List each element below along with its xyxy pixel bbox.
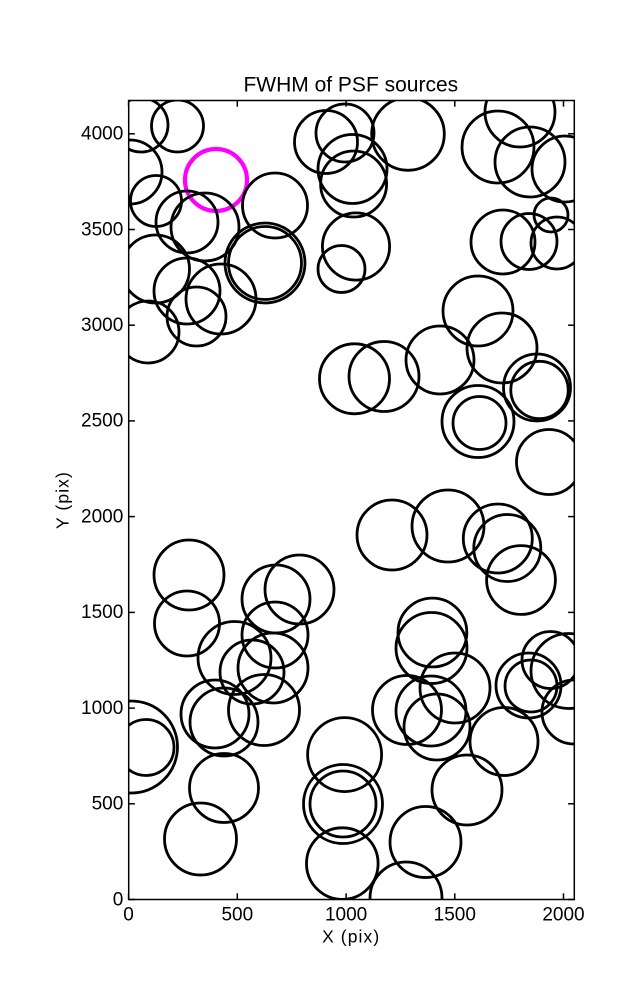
svg-text:2500: 2500 <box>81 411 123 432</box>
svg-text:1500: 1500 <box>434 905 476 926</box>
svg-text:0: 0 <box>113 889 124 910</box>
svg-text:2000: 2000 <box>81 506 123 527</box>
svg-text:X (pix): X (pix) <box>322 926 380 946</box>
svg-text:1000: 1000 <box>81 698 123 719</box>
svg-text:2000: 2000 <box>542 905 584 926</box>
svg-text:FWHM of PSF sources: FWHM of PSF sources <box>243 74 458 97</box>
svg-text:4000: 4000 <box>81 124 123 145</box>
svg-text:500: 500 <box>92 794 124 815</box>
svg-text:3000: 3000 <box>81 315 123 336</box>
svg-text:500: 500 <box>221 905 253 926</box>
svg-text:Y (pix): Y (pix) <box>53 471 73 529</box>
svg-text:0: 0 <box>123 905 134 926</box>
svg-text:1000: 1000 <box>325 905 367 926</box>
svg-text:3500: 3500 <box>81 219 123 240</box>
svg-text:1500: 1500 <box>81 602 123 623</box>
